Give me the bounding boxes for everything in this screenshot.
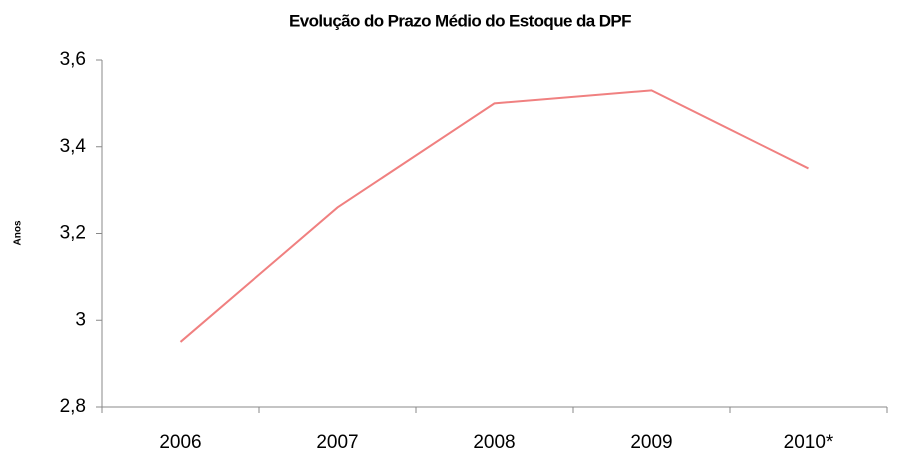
x-tick-label: 2010* bbox=[784, 432, 834, 453]
x-tick-label: 2008 bbox=[473, 432, 515, 453]
y-tick-label: 3,4 bbox=[60, 136, 87, 157]
y-tick-label: 3,2 bbox=[60, 223, 86, 244]
y-axis-label: Anos bbox=[13, 220, 24, 245]
y-tick-label: 3,6 bbox=[60, 49, 86, 70]
y-tick-label: 3 bbox=[75, 309, 86, 330]
x-tick-label: 2007 bbox=[316, 432, 358, 453]
chart-title: Evolução do Prazo Médio do Estoque da DP… bbox=[289, 11, 631, 30]
y-tick-label: 2,8 bbox=[60, 396, 86, 417]
x-tick-label: 2006 bbox=[159, 432, 201, 453]
x-tick-label: 2009 bbox=[630, 432, 672, 453]
line bbox=[179, 89, 809, 343]
